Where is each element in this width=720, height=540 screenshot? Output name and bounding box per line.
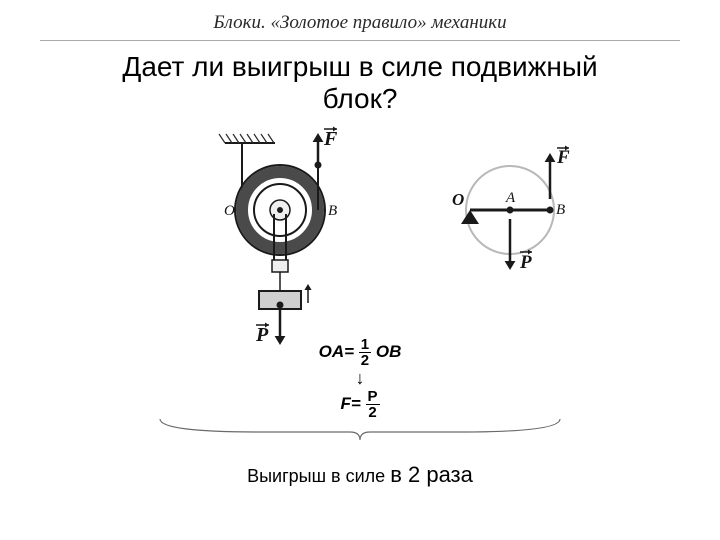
- formulae-block: OA= 1 2 OB ↓ F= P 2: [0, 337, 720, 420]
- question-title: Дает ли выигрыш в силе подвижный блок?: [0, 51, 720, 115]
- formula2-lhs: F=: [340, 394, 360, 413]
- svg-text:P: P: [519, 252, 532, 273]
- conclusion-prefix: Выигрыш в силе: [247, 466, 390, 486]
- brace-under: [150, 414, 570, 444]
- question-line-1: Дает ли выигрыш в силе подвижный: [122, 51, 597, 82]
- header-rule: [40, 40, 680, 41]
- implies-arrow: ↓: [356, 368, 365, 388]
- svg-text:B: B: [556, 202, 565, 218]
- pulley-diagram: O B F P O A B F P: [0, 115, 720, 345]
- svg-text:O: O: [452, 190, 464, 209]
- conclusion-text: Выигрыш в силе в 2 раза: [0, 462, 720, 488]
- svg-text:P: P: [255, 324, 269, 345]
- slide-header: Блоки. «Золотое правило» механики: [0, 0, 720, 34]
- svg-text:O: O: [224, 203, 235, 219]
- svg-text:F: F: [556, 147, 570, 168]
- svg-text:A: A: [505, 190, 516, 206]
- frac2-num: P: [366, 389, 380, 405]
- svg-text:F: F: [323, 128, 338, 150]
- svg-text:B: B: [328, 203, 337, 219]
- question-line-2: блок?: [323, 83, 398, 114]
- diagrams-area: O B F P O A B F P: [0, 115, 720, 345]
- frac1-den: 2: [359, 353, 371, 368]
- conclusion-emphasis: в 2 раза: [390, 462, 473, 487]
